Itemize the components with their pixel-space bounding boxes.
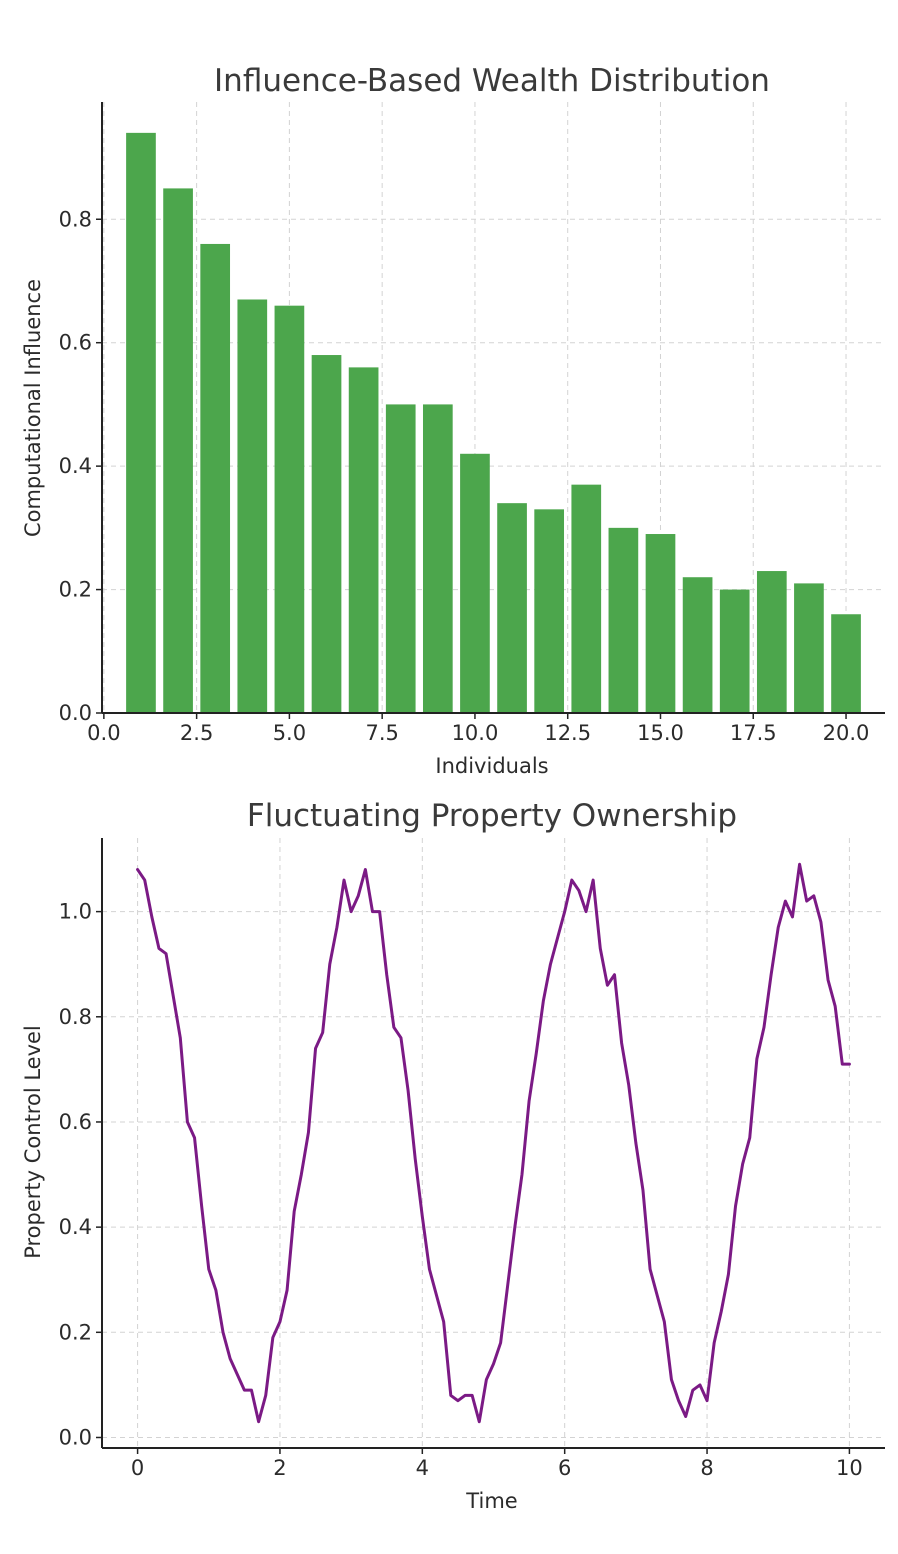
x-tick-label: 17.5	[730, 721, 777, 745]
x-tick-label: 6	[558, 1456, 571, 1480]
tick-labels: 0 2 4 6 8 10 0.0 0.2 0.4 0.6 0.8 1.0	[59, 900, 863, 1480]
y-tick-label: 0.8	[59, 207, 92, 231]
x-axis-label: Time	[465, 1489, 517, 1513]
x-axis-label: Individuals	[435, 754, 548, 778]
bar-13	[571, 484, 602, 713]
x-tick-label: 8	[700, 1456, 713, 1480]
property-ownership-chart: 0 2 4 6 8 10 0.0 0.2 0.4 0.6 0.8 1.0 Fluctuating Pr…	[21, 798, 885, 1513]
bar-7	[348, 367, 379, 713]
y-tick-label: 0.2	[59, 578, 92, 602]
bar-17	[719, 589, 750, 713]
bar-6	[311, 355, 342, 713]
x-tick-label: 2	[273, 1456, 286, 1480]
axes	[96, 838, 885, 1454]
y-tick-label: 1.0	[59, 900, 92, 924]
bar-12	[534, 509, 565, 713]
x-tick-label: 12.5	[544, 721, 591, 745]
x-tick-label: 10.0	[452, 721, 499, 745]
y-tick-label: 0.4	[59, 454, 92, 478]
y-axis-label: Computational Influence	[21, 279, 45, 537]
y-tick-label: 0.6	[59, 331, 92, 355]
y-axis-label: Property Control Level	[21, 1025, 45, 1259]
y-tick-label: 0.6	[59, 1110, 92, 1134]
bar-18	[756, 571, 787, 713]
bar-9	[422, 404, 453, 713]
bar-2	[163, 188, 193, 713]
bars	[126, 132, 861, 714]
grid	[102, 102, 885, 714]
y-tick-label: 0.4	[59, 1215, 92, 1239]
x-tick-label: 0.0	[87, 721, 120, 745]
series-line	[136, 862, 851, 1424]
x-tick-label: 20.0	[823, 721, 870, 745]
x-tick-label: 4	[416, 1456, 429, 1480]
bar-8	[385, 404, 416, 713]
bar-10	[460, 453, 490, 713]
bar-14	[608, 527, 639, 713]
x-tick-label: 5.0	[273, 721, 306, 745]
y-tick-label: 0.0	[59, 701, 92, 725]
bar-5	[274, 305, 305, 713]
bar-4	[237, 299, 268, 713]
chart-title: Fluctuating Property Ownership	[247, 798, 737, 834]
bar-1	[126, 132, 156, 714]
bar-19	[794, 583, 824, 713]
bar-11	[497, 503, 527, 713]
grid	[102, 838, 885, 1448]
series	[136, 862, 851, 1424]
x-tick-label: 0	[131, 1456, 144, 1480]
chart-title: Influence-Based Wealth Distribution	[214, 63, 770, 99]
x-tick-label: 2.5	[180, 721, 213, 745]
y-tick-label: 0.2	[59, 1320, 92, 1344]
wealth-distribution-chart: 0.0 2.5 5.0 7.5 10.0 12.5 15.0 17.5 20.0 0.0 0.2 0.…	[21, 63, 885, 778]
x-tick-label: 15.0	[637, 721, 684, 745]
x-tick-label: 7.5	[365, 721, 398, 745]
bar-20	[831, 614, 861, 713]
bar-15	[645, 534, 676, 713]
bar-3	[200, 243, 231, 713]
y-tick-label: 0.0	[59, 1425, 92, 1449]
tick-labels: 0.0 2.5 5.0 7.5 10.0 12.5 15.0 17.5 20.0 0.0 0.2 0.…	[59, 207, 870, 745]
axes	[96, 102, 885, 719]
y-tick-label: 0.8	[59, 1005, 92, 1029]
x-tick-label: 10	[836, 1456, 863, 1480]
bar-16	[682, 577, 713, 713]
